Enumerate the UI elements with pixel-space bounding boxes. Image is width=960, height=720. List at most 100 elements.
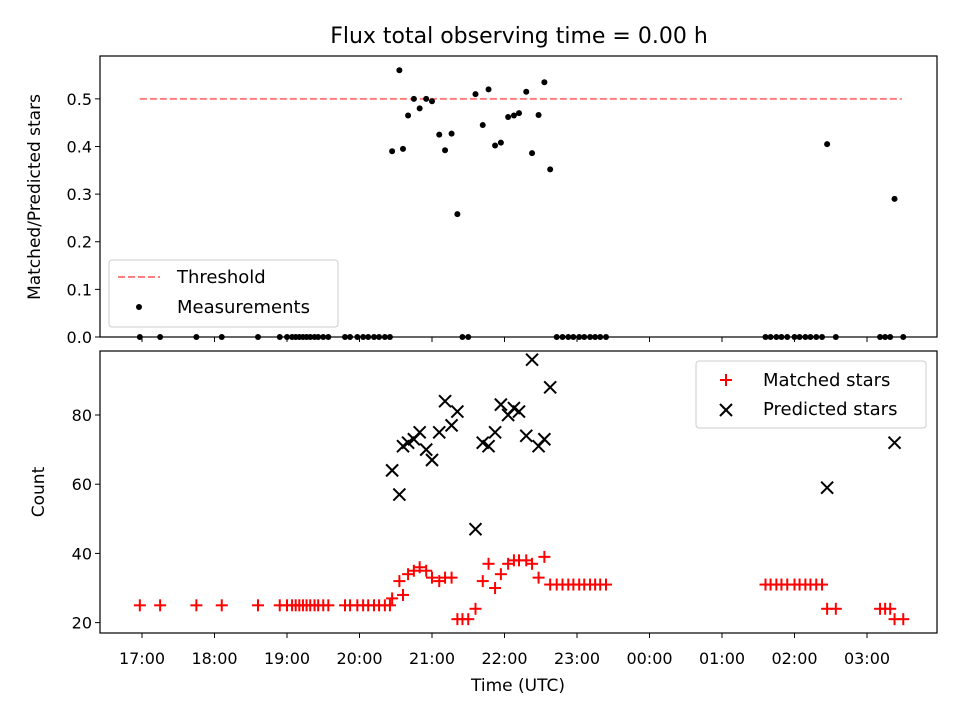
measurement-point — [485, 86, 492, 93]
measurement-point — [429, 98, 435, 105]
predicted-star-point — [519, 429, 533, 443]
predicted-star-point — [392, 487, 407, 502]
matched-star-point — [413, 561, 426, 574]
predicted-star-point — [412, 425, 427, 440]
matched-star-point — [386, 592, 399, 605]
x-tick-label: 22:00 — [481, 649, 527, 668]
matched-star-point — [476, 575, 489, 588]
measurement-point — [472, 91, 479, 98]
matched-star-point — [538, 550, 551, 563]
top-y-axis-label: Matched/Predicted stars — [25, 94, 45, 300]
top-panel: Flux total observing time = 0.00 h Match… — [25, 24, 938, 347]
matched-star-point — [393, 575, 406, 588]
x-tick-label: 17:00 — [119, 649, 165, 668]
matched-star-point — [383, 599, 396, 612]
measurement-point — [535, 112, 542, 119]
count-points — [133, 352, 910, 626]
top-legend-box — [108, 259, 339, 328]
predicted-star-point — [525, 352, 539, 367]
measurement-point — [442, 147, 449, 154]
legend-threshold-label: Threshold — [176, 267, 266, 288]
x-tick-label: 18:00 — [191, 649, 237, 668]
matched-star-point — [600, 578, 612, 591]
measurement-point — [547, 166, 554, 173]
matched-star-point — [494, 568, 507, 581]
measurement-point — [396, 67, 403, 74]
matched-star-point — [532, 571, 545, 584]
legend-matched-swatch — [720, 374, 732, 386]
x-tick-label: 00:00 — [626, 649, 672, 668]
measurement-point — [416, 105, 423, 112]
top-plot-frame — [99, 55, 938, 338]
legend-predicted-swatch — [719, 403, 733, 417]
measurement-point — [505, 113, 512, 120]
matched-star-point — [482, 557, 495, 570]
bottom-y-ticks: 20 40 60 80 — [72, 406, 100, 633]
matched-star-point — [469, 602, 482, 615]
bottom-panel: Count Time (UTC) 20 40 60 80 17:00 18:00 19:0… — [29, 350, 938, 696]
measurement-point — [400, 145, 406, 152]
matched-star-point — [884, 602, 897, 615]
top-y-tick-label: 0.3 — [67, 185, 92, 204]
measurement-point — [523, 88, 530, 95]
x-tick-label: 20:00 — [336, 649, 382, 668]
predicted-star-point — [543, 380, 557, 395]
top-y-tick-label: 0.0 — [67, 328, 92, 347]
matched-star-point — [897, 613, 910, 626]
x-axis-label: Time (UTC) — [470, 676, 565, 696]
matched-star-point — [215, 599, 228, 612]
matched-star-point — [190, 599, 203, 612]
measurement-point — [448, 130, 455, 137]
predicted-star-point — [425, 453, 439, 467]
measurement-point — [529, 150, 536, 157]
x-tick-label: 01:00 — [699, 649, 745, 668]
matched-star-point — [322, 599, 335, 612]
predicted-star-point — [438, 394, 452, 408]
predicted-star-point — [488, 425, 502, 440]
predicted-star-point — [481, 439, 496, 453]
legend-predicted-label: Predicted stars — [763, 399, 897, 420]
x-tick-label: 02:00 — [771, 649, 817, 668]
x-tick-label: 19:00 — [264, 649, 310, 668]
measurement-point — [389, 148, 396, 155]
top-y-tick-label: 0.2 — [67, 233, 92, 252]
predicted-star-point — [887, 435, 902, 450]
measurement-point — [891, 195, 898, 202]
matched-star-point — [489, 582, 502, 595]
bottom-y-tick-label: 40 — [72, 544, 92, 563]
matched-star-point — [816, 578, 829, 591]
top-y-tick-label: 0.4 — [67, 137, 92, 156]
measurement-point — [405, 112, 412, 119]
bottom-y-tick-label: 20 — [72, 614, 92, 633]
matched-star-point — [133, 599, 146, 612]
matched-star-point — [252, 599, 264, 612]
x-tick-label: 03:00 — [844, 649, 890, 668]
measurement-point — [423, 95, 430, 102]
top-y-ticks: 0.0 0.1 0.2 0.3 0.4 0.5 — [67, 90, 100, 347]
legend-measurements-label: Measurements — [177, 297, 310, 318]
predicted-star-point — [432, 425, 446, 440]
matched-star-point — [420, 564, 433, 577]
measurement-point — [541, 79, 548, 86]
chart-title: Flux total observing time = 0.00 h — [330, 24, 708, 49]
matched-star-point — [829, 602, 842, 615]
bottom-y-tick-label: 60 — [72, 475, 92, 494]
matched-star-point — [462, 613, 475, 626]
predicted-star-point — [512, 404, 526, 419]
bottom-y-axis-label: Count — [29, 466, 49, 517]
predicted-star-point — [494, 397, 508, 412]
bottom-legend: Matched stars Predicted stars — [695, 360, 927, 429]
measurement-point — [436, 131, 443, 138]
x-tick-label: 21:00 — [409, 649, 455, 668]
predicted-star-point — [468, 522, 483, 536]
measurement-point — [479, 122, 486, 129]
matched-star-point — [154, 599, 167, 612]
bottom-x-ticks: 17:00 18:00 19:00 20:00 21:00 22:00 23:00 00:00… — [119, 633, 890, 668]
x-tick-label: 23:00 — [554, 649, 600, 668]
legend-matched-label: Matched stars — [763, 370, 890, 391]
measurement-point — [492, 142, 499, 149]
measurement-point — [510, 112, 517, 119]
measurement-point — [516, 110, 522, 117]
measurement-point — [497, 139, 504, 146]
